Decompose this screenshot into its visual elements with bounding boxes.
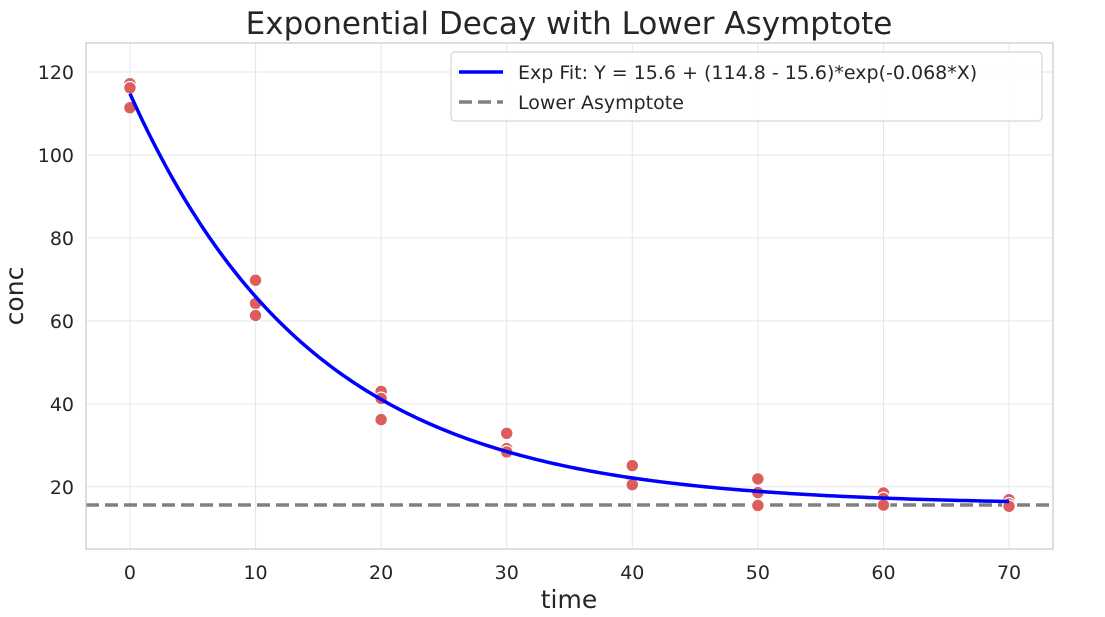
x-tick-label: 10 [243,562,267,584]
data-point [625,458,640,473]
y-tick-label: 80 [50,228,74,250]
x-axis-label: time [541,585,597,614]
data-point [248,308,263,323]
y-axis-label: conc [0,267,29,326]
legend: Exp Fit: Y = 15.6 + (114.8 - 15.6)*exp(-… [450,51,1043,122]
legend-asymptote-label: Lower Asymptote [518,92,684,114]
data-point [123,80,137,95]
fit-curve-layer [128,92,1010,504]
chart-title: Exponential Decay with Lower Asymptote [246,6,893,42]
x-tick-label: 0 [124,562,136,584]
y-tick-label: 100 [38,145,74,167]
x-tick-labels: 0 10 20 30 40 50 60 70 [124,562,1021,584]
x-tick-label: 70 [997,562,1021,584]
data-point [248,273,263,288]
plot-frame [85,42,1054,550]
data-point [499,426,514,441]
fit-curve [128,92,1010,504]
legend-box [450,51,1043,122]
x-tick-label: 20 [369,562,393,584]
data-point [374,412,389,427]
x-tick-label: 40 [620,562,644,584]
y-tick-label: 120 [38,62,74,84]
data-point [750,498,765,513]
x-tick-label: 30 [495,562,519,584]
y-tick-label: 40 [50,394,74,416]
y-tick-labels: 20 40 60 80 100 120 [38,62,74,499]
y-tick-label: 60 [50,311,74,333]
x-tick-label: 50 [746,562,770,584]
y-tick-label: 20 [50,477,74,499]
legend-fit-label: Exp Fit: Y = 15.6 + (114.8 - 15.6)*exp(-… [518,62,977,84]
data-point [876,498,891,512]
x-tick-label: 60 [871,562,895,584]
data-point [750,472,765,486]
